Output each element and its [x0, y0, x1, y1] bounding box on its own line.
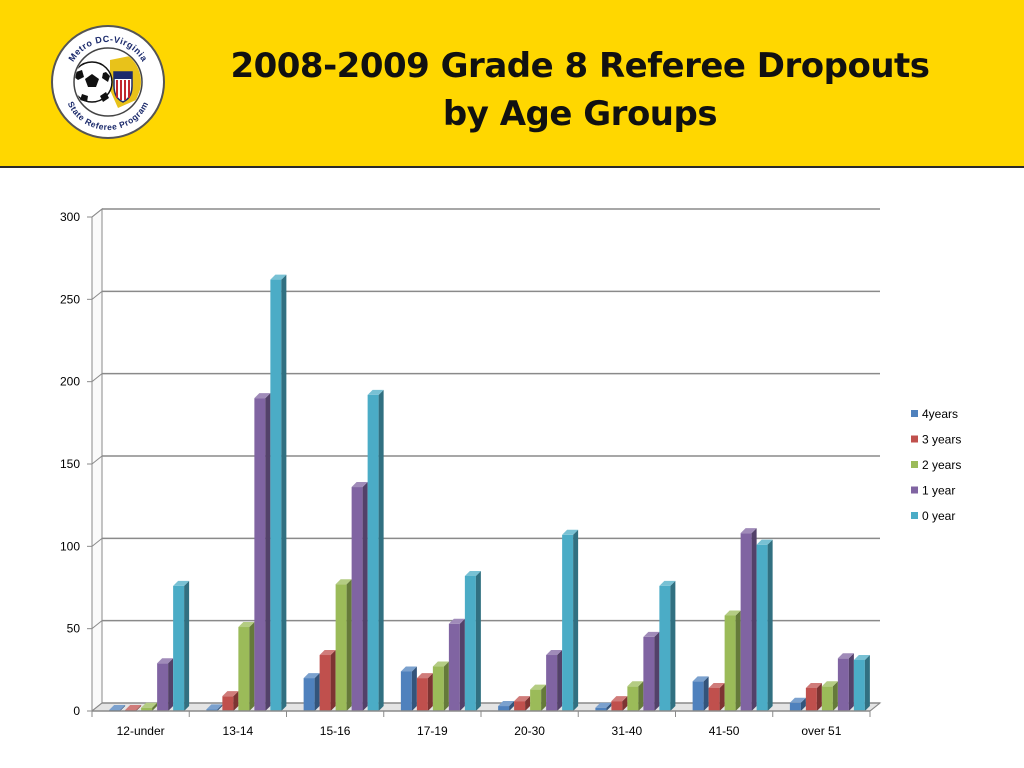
referee-program-logo: Metro DC-Virginia State Referee Program: [51, 25, 165, 139]
bar-0-year-15-16: [367, 389, 384, 711]
bar-1-year-41-50: [740, 528, 757, 711]
bar-4years-13-14: [206, 704, 223, 711]
bar-3-years-20-30: [514, 696, 531, 711]
bar-3-years-13-14: [222, 691, 239, 711]
legend-label: 3 years: [922, 433, 961, 447]
header-banner: Metro DC-Virginia State Referee Program …: [0, 0, 1024, 168]
legend-label: 0 year: [922, 509, 955, 523]
slide-title: 2008-2009 Grade 8 Referee Dropouts by Ag…: [200, 42, 960, 138]
bar-2-years-41-50: [724, 610, 741, 711]
bar-3-years-over 51: [805, 682, 822, 711]
legend-label: 4years: [922, 407, 958, 421]
bar-4years-20-30: [498, 701, 515, 711]
bar-2-years-17-19: [432, 661, 449, 711]
soccer-ball-icon: [75, 61, 113, 103]
y-tick-label: 300: [60, 210, 80, 224]
y-tick-label: 0: [73, 704, 80, 718]
x-tick-label: 41-50: [709, 724, 740, 738]
x-tick-label: 20-30: [514, 724, 545, 738]
legend-swatch: [911, 486, 918, 494]
bar-0-year-31-40: [659, 580, 676, 711]
bar-3-years-17-19: [416, 673, 433, 711]
bar-1-year-13-14: [254, 393, 271, 711]
bar-0-year-20-30: [562, 529, 579, 711]
bar-1-year-12-under: [157, 658, 174, 711]
chart-bars: [109, 274, 870, 711]
bar-1-year-over 51: [837, 653, 854, 711]
bar-1-year-20-30: [546, 650, 563, 711]
y-tick-label: 100: [60, 539, 80, 553]
x-tick-label: 15-16: [320, 724, 351, 738]
bar-4years-15-16: [303, 673, 320, 711]
legend-swatch: [911, 512, 918, 519]
bar-4years-17-19: [400, 666, 417, 711]
bar-4years-31-40: [595, 702, 612, 711]
bar-0-year-17-19: [464, 570, 481, 711]
bar-2-years-20-30: [530, 684, 547, 711]
bar-4years-over 51: [789, 697, 806, 711]
bar-3-years-41-50: [708, 682, 725, 711]
x-tick-label: 31-40: [612, 724, 643, 738]
chart-legend: 4years 3 years 2 years 1 year 0 year: [911, 407, 961, 523]
bar-0-year-over 51: [853, 654, 870, 711]
bar-3-years-31-40: [611, 696, 628, 711]
bar-2-years-31-40: [627, 681, 644, 711]
x-tick-label: 12-under: [117, 724, 165, 738]
bar-1-year-15-16: [351, 482, 368, 711]
bar-0-year-13-14: [270, 274, 287, 711]
bar-1-year-31-40: [643, 631, 660, 711]
legend-swatch: [911, 461, 918, 468]
bar-2-years-13-14: [238, 622, 255, 711]
x-tick-label: 13-14: [223, 724, 254, 738]
y-tick-label: 150: [60, 457, 80, 471]
legend-swatch: [911, 435, 918, 443]
x-tick-label: over 51: [801, 724, 841, 738]
bar-0-year-12-under: [173, 580, 190, 711]
bar-chart: 0 50 100 150 200 250 300 12-under 13-14 15-16 17-1…: [60, 207, 961, 738]
bar-2-years-over 51: [821, 681, 838, 711]
bar-3-years-15-16: [319, 650, 336, 711]
bar-2-years-12-under: [141, 702, 158, 711]
chart-axes: 0 50 100 150 200 250 300 12-under 13-14 15-16 17-1…: [60, 210, 881, 738]
legend-label: 2 years: [922, 458, 961, 472]
bar-1-year-17-19: [448, 618, 465, 711]
x-tick-label: 17-19: [417, 724, 448, 738]
bar-0-year-41-50: [756, 539, 773, 711]
y-tick-label: 250: [60, 292, 80, 306]
usa-shield-icon: [113, 71, 133, 103]
y-tick-label: 200: [60, 375, 80, 389]
title-line-1: 2008-2009 Grade 8 Referee Dropouts: [230, 46, 930, 86]
bar-2-years-15-16: [335, 579, 352, 711]
title-line-2: by Age Groups: [442, 94, 718, 134]
legend-swatch: [911, 410, 918, 417]
bar-4years-41-50: [692, 676, 709, 711]
legend-label: 1 year: [922, 484, 955, 498]
y-tick-label: 50: [67, 622, 81, 636]
